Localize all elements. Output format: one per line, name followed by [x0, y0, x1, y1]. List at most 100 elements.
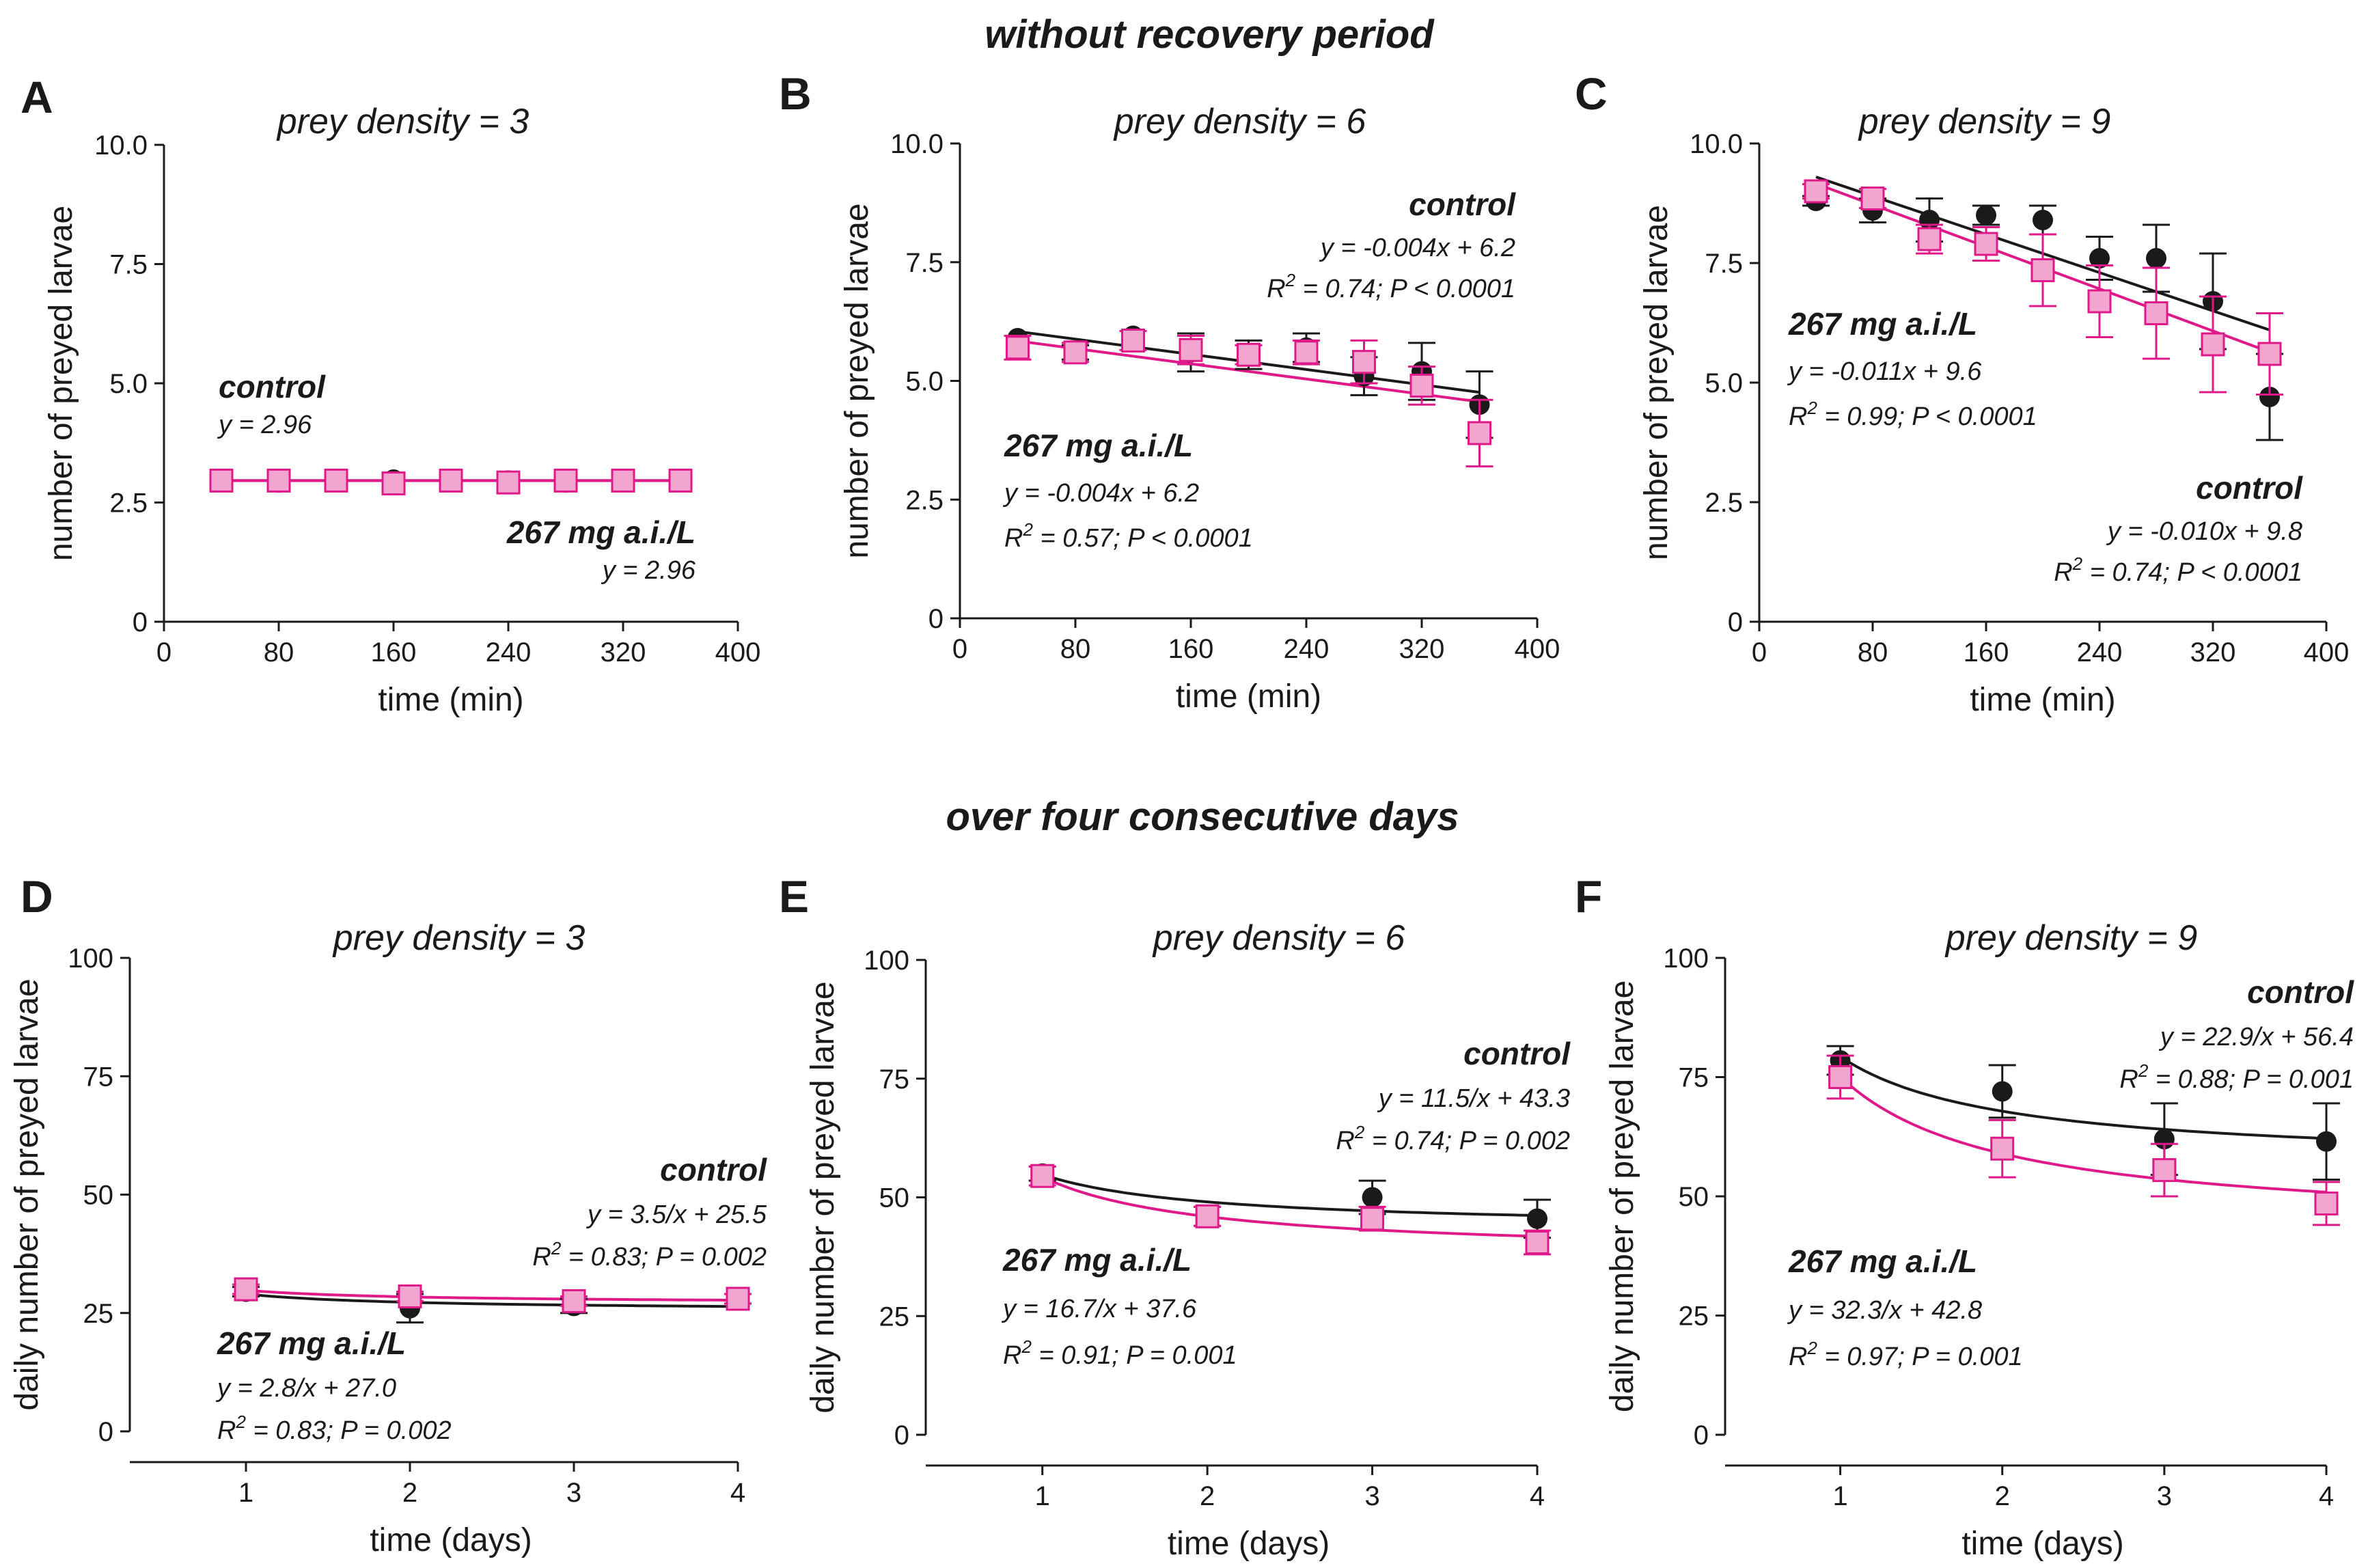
data-point-treatment — [398, 1284, 422, 1308]
annotation-control-line: y = 2.96 — [217, 411, 312, 439]
y-tick-label: 100 — [864, 946, 909, 976]
y-tick-label: 7.5 — [1705, 249, 1743, 279]
data-point-treatment — [726, 1287, 750, 1311]
y-tick-label: 5.0 — [1705, 368, 1743, 398]
annotation-treatment-line: R2 = 0.99; P < 0.0001 — [1789, 398, 2037, 431]
data-point-treatment — [1409, 373, 1434, 398]
annotation-treatment-line: y = 16.7/x + 37.6 — [1001, 1295, 1197, 1323]
data-point-control — [2316, 1131, 2337, 1152]
data-point-treatment — [2152, 1158, 2177, 1183]
annotation-control-line: control — [1409, 187, 1516, 222]
y-tick-label: 5.0 — [109, 369, 148, 399]
panel-title: prey density = 9 — [1944, 918, 2198, 958]
data-point-control — [1992, 1081, 2013, 1102]
x-tick-label: 320 — [2190, 637, 2236, 668]
y-tick-label: 100 — [68, 944, 113, 974]
panel-title: prey density = 9 — [1858, 102, 2111, 141]
data-point-treatment — [1121, 328, 1145, 353]
annotation-treatment-line: 267 mg a.i./L — [1002, 1242, 1192, 1278]
data-point-treatment — [439, 468, 463, 493]
annotation-control-line: y = -0.004x + 6.2 — [1319, 234, 1515, 262]
y-axis-label: number of preyed larvae — [1638, 205, 1675, 560]
x-tick-label: 160 — [1168, 634, 1214, 664]
data-point-treatment — [1006, 335, 1030, 360]
x-tick-label: 80 — [1060, 634, 1091, 664]
annotation-treatment-line: 267 mg a.i./L — [506, 514, 696, 550]
fit-line-control — [1839, 1055, 2327, 1140]
x-tick-label: 3 — [566, 1478, 581, 1508]
panel-label: A — [20, 72, 53, 122]
y-tick-label: 75 — [879, 1064, 910, 1095]
y-tick-label: 0 — [1728, 607, 1743, 637]
x-tick-label: 400 — [715, 637, 761, 668]
x-tick-label: 3 — [1364, 1481, 1379, 1511]
data-point-treatment — [324, 468, 348, 493]
section-title-top: without recovery period — [985, 12, 1435, 57]
data-point-treatment — [1179, 338, 1203, 362]
fit-line-treatment — [1839, 1075, 2327, 1194]
annotation-treatment-line: 267 mg a.i./L — [1004, 428, 1193, 463]
y-axis-label: daily number of preyed larvae — [1604, 980, 1640, 1412]
data-point-treatment — [1237, 342, 1261, 367]
x-tick-label: 1 — [238, 1478, 253, 1508]
data-point-treatment — [1030, 1164, 1055, 1188]
y-tick-label: 0 — [98, 1417, 113, 1447]
annotation-control-line: R2 = 0.83; P = 0.002 — [532, 1238, 767, 1271]
panel-label: E — [779, 871, 809, 922]
x-tick-label: 240 — [1284, 634, 1330, 664]
data-point-treatment — [381, 471, 406, 496]
data-point-treatment — [2030, 258, 2055, 282]
fit-line-treatment — [245, 1289, 738, 1302]
data-point-treatment — [1974, 232, 1998, 256]
x-tick-label: 320 — [1399, 634, 1445, 664]
annotation-treatment-line: y = 2.96 — [601, 556, 696, 585]
annotation-control-line: R2 = 0.88; P = 0.001 — [2119, 1060, 2354, 1094]
y-tick-label: 0 — [894, 1420, 909, 1450]
y-tick-label: 50 — [1679, 1182, 1709, 1212]
fit-line-control — [1042, 1173, 1538, 1218]
data-point-control — [2146, 248, 2166, 269]
annotation-control-line: R2 = 0.74; P < 0.0001 — [2054, 553, 2302, 587]
panel-label: D — [20, 871, 53, 922]
x-tick-label: 80 — [1858, 637, 1888, 668]
y-tick-label: 2.5 — [109, 489, 148, 519]
annotation-control-line: y = 22.9/x + 56.4 — [2158, 1023, 2354, 1051]
data-point-treatment — [562, 1289, 586, 1313]
y-tick-label: 50 — [83, 1181, 114, 1211]
data-point-treatment — [1525, 1230, 1550, 1255]
data-point-treatment — [668, 468, 693, 493]
data-point-control — [1362, 1187, 1383, 1208]
x-tick-label: 80 — [264, 637, 294, 668]
section-title-bottom: over four consecutive days — [946, 795, 1459, 839]
y-axis-label: daily number of preyed larvae — [9, 978, 45, 1410]
annotation-treatment-line: 267 mg a.i./L — [1788, 306, 1977, 342]
annotation-control-line: control — [2196, 470, 2303, 506]
annotation-control-line: control — [2247, 974, 2354, 1010]
y-tick-label: 25 — [1679, 1302, 1709, 1332]
data-point-control — [1976, 205, 1996, 225]
x-axis-label: time (min) — [1176, 678, 1321, 715]
annotation-treatment-line: R2 = 0.91; P = 0.001 — [1003, 1336, 1237, 1370]
y-tick-label: 10.0 — [890, 129, 944, 159]
x-tick-label: 160 — [1964, 637, 2009, 668]
panel-label: C — [1575, 68, 1608, 119]
data-point-treatment — [1063, 340, 1088, 365]
panel-title: prey density = 6 — [1113, 102, 1366, 141]
annotation-control-line: y = -0.010x + 9.8 — [2106, 517, 2302, 546]
y-tick-label: 7.5 — [905, 248, 944, 278]
annotation-control-line: R2 = 0.74; P < 0.0001 — [1267, 270, 1515, 303]
y-tick-label: 75 — [83, 1062, 114, 1092]
panel-title: prey density = 6 — [1152, 918, 1405, 958]
y-tick-label: 25 — [879, 1302, 910, 1332]
y-tick-label: 0 — [928, 604, 944, 634]
data-point-treatment — [1828, 1065, 1853, 1089]
y-tick-label: 5.0 — [905, 367, 944, 397]
x-tick-label: 240 — [486, 637, 532, 668]
annotation-treatment-line: y = -0.004x + 6.2 — [1002, 479, 1199, 508]
x-tick-label: 4 — [1530, 1481, 1545, 1511]
